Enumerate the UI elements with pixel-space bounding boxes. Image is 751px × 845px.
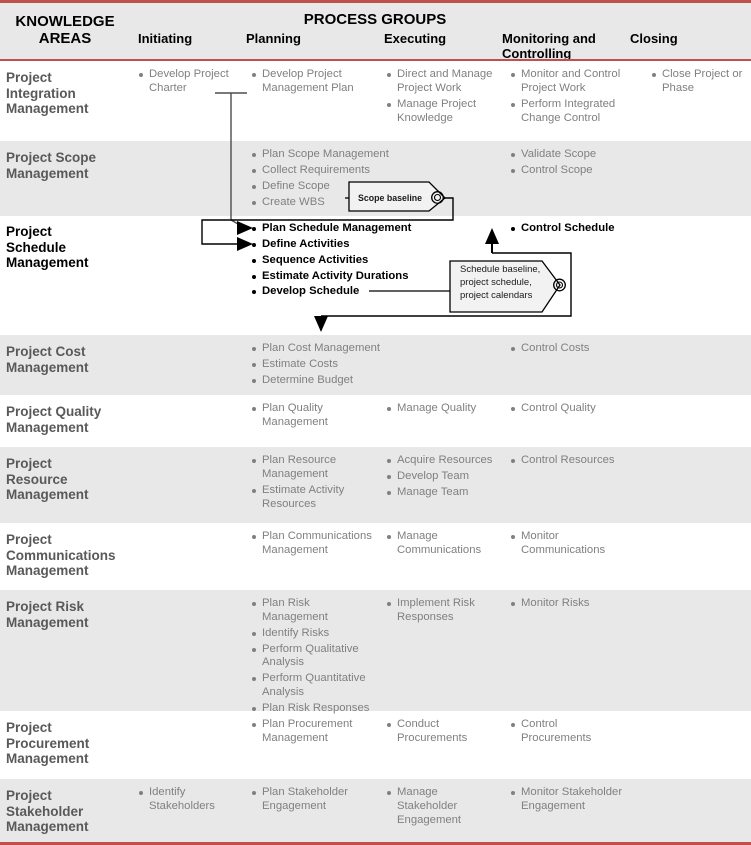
svg-text:project schedule,: project schedule,: [460, 277, 532, 288]
svg-text:project calendars: project calendars: [460, 290, 533, 301]
svg-text:Schedule baseline,: Schedule baseline,: [460, 264, 540, 275]
